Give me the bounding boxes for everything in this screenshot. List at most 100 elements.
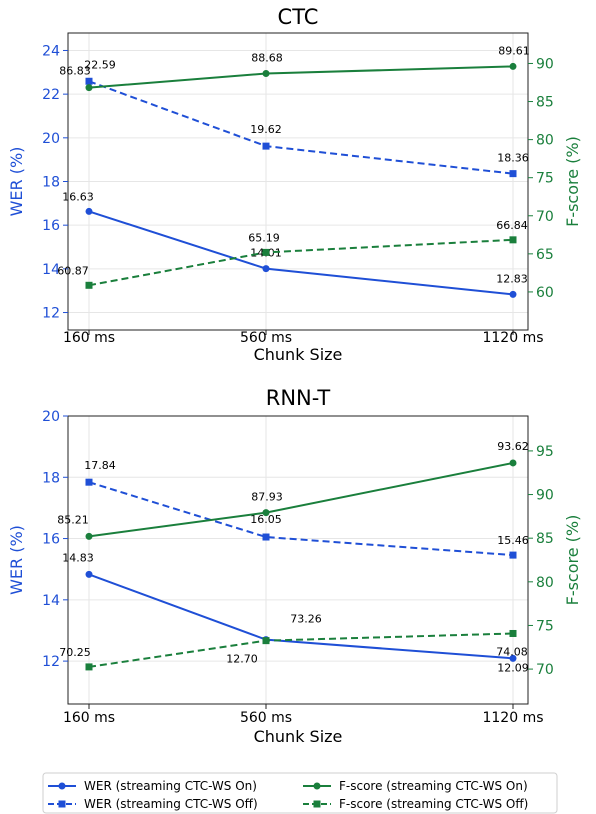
- x-tick-label: 1120 ms: [482, 330, 543, 346]
- y-right-tick-label: 95: [536, 444, 554, 460]
- data-label: 14.83: [62, 551, 94, 564]
- data-point: [85, 77, 93, 85]
- data-point: [509, 459, 517, 467]
- y-right-axis-label: F-score (%): [563, 515, 582, 606]
- plot-frame: [67, 415, 529, 705]
- data-label: 74.08: [496, 645, 528, 658]
- legend: WER (streaming CTC-WS On) F-score (stream…: [42, 772, 558, 814]
- legend-label: WER (streaming CTC-WS On): [84, 779, 257, 793]
- data-point: [85, 281, 93, 289]
- y-right-tick-label: 75: [536, 171, 554, 187]
- legend-marker: [58, 800, 66, 808]
- y-left-tick-label: 16: [42, 532, 60, 548]
- series-line-wer-streaming-ctc-ws-off: [88, 481, 514, 557]
- y-left-tick-label: 18: [42, 470, 60, 486]
- y-left-tick-label: 14: [42, 262, 60, 278]
- series-line-wer-streaming-ctc-ws-off: [88, 80, 514, 175]
- y-right-tick-label: 70: [536, 662, 554, 678]
- data-label: 73.26: [290, 613, 322, 626]
- legend-label: WER (streaming CTC-WS Off): [84, 797, 258, 811]
- data-label: 12.83: [496, 272, 528, 285]
- series-line-f-score-streaming-ctc-ws-on: [88, 65, 514, 89]
- y-right-tick-label: 60: [536, 285, 554, 301]
- data-point: [509, 629, 517, 637]
- legend-marker: [58, 782, 66, 790]
- x-tick-label: 560 ms: [240, 710, 292, 726]
- data-point: [509, 62, 517, 70]
- data-point: [85, 84, 93, 92]
- y-right-tick-label: 85: [536, 531, 554, 547]
- data-point: [85, 478, 93, 486]
- y-left-tick-label: 22: [42, 87, 60, 103]
- x-tick-label: 560 ms: [240, 330, 292, 346]
- data-point: [262, 637, 270, 645]
- data-label: 85.21: [57, 513, 89, 526]
- data-label: 16.05: [250, 513, 282, 526]
- y-left-tick-label: 20: [42, 131, 60, 147]
- legend-marker: [313, 800, 321, 808]
- series-line-f-score-streaming-ctc-ws-on: [88, 461, 514, 538]
- y-right-tick-label: 65: [536, 247, 554, 263]
- data-label: 88.68: [251, 52, 283, 65]
- data-point: [262, 509, 270, 517]
- x-tick-label: 160 ms: [63, 330, 115, 346]
- data-point: [262, 70, 270, 78]
- y-right-tick-label: 75: [536, 618, 554, 634]
- y-left-tick-label: 16: [42, 218, 60, 234]
- series-line-f-score-streaming-ctc-ws-off: [88, 238, 514, 287]
- data-point: [262, 248, 270, 256]
- data-label: 66.84: [496, 219, 528, 232]
- data-label: 89.61: [498, 44, 530, 57]
- data-point: [85, 532, 93, 540]
- chart-title: RNN-T: [266, 386, 331, 410]
- chart-title: CTC: [278, 5, 319, 29]
- data-point: [85, 663, 93, 671]
- data-label: 87.93: [251, 491, 283, 504]
- data-label: 18.36: [497, 152, 529, 165]
- y-right-tick-label: 85: [536, 95, 554, 111]
- y-right-tick-label: 70: [536, 209, 554, 225]
- y-left-tick-label: 12: [42, 306, 60, 322]
- x-axis-label: Chunk Size: [254, 345, 343, 364]
- data-label: 16.63: [62, 190, 94, 203]
- y-right-tick-label: 80: [536, 133, 554, 149]
- data-point: [262, 265, 270, 273]
- data-label: 86.83: [59, 65, 91, 78]
- legend-label: F-score (streaming CTC-WS On): [339, 779, 528, 793]
- data-label: 15.46: [497, 534, 529, 547]
- data-label: 17.84: [84, 459, 116, 472]
- series-line-wer-streaming-ctc-ws-on: [88, 210, 514, 296]
- data-point: [509, 236, 517, 244]
- data-point: [509, 290, 517, 298]
- data-label: 19.62: [250, 123, 282, 136]
- y-left-axis-label: WER (%): [7, 525, 26, 595]
- legend-marker: [313, 782, 321, 790]
- y-left-tick-label: 14: [42, 593, 60, 609]
- chart-panel-rnn-t: RNN-T 160 ms 560 ms 1120 ms Chunk Size 12 14 16…: [7, 386, 582, 746]
- series-line-f-score-streaming-ctc-ws-off: [88, 632, 514, 668]
- data-label: 22.59: [84, 58, 116, 71]
- y-left-tick-label: 24: [42, 43, 60, 59]
- x-axis-label: Chunk Size: [254, 727, 343, 746]
- x-tick-label: 1120 ms: [482, 710, 543, 726]
- data-point: [85, 570, 93, 578]
- legend-box: [42, 772, 558, 814]
- y-right-tick-label: 90: [536, 56, 554, 72]
- legend-label: F-score (streaming CTC-WS Off): [339, 797, 528, 811]
- x-tick-label: 160 ms: [63, 710, 115, 726]
- data-label: 93.62: [497, 440, 529, 453]
- data-point: [85, 207, 93, 215]
- data-point: [262, 533, 270, 541]
- y-left-axis-label: WER (%): [7, 147, 26, 217]
- data-point: [509, 170, 517, 178]
- data-label: 12.70: [226, 653, 258, 666]
- y-right-axis-label: F-score (%): [563, 136, 582, 227]
- data-point: [509, 551, 517, 559]
- data-label: 60.87: [57, 264, 89, 277]
- chart-panel-ctc: CTC 160 ms 560 ms 1120 ms Chunk Size 12 14 16 18…: [7, 5, 582, 364]
- y-left-tick-label: 20: [42, 409, 60, 425]
- y-right-tick-label: 80: [536, 575, 554, 591]
- data-label: 65.19: [248, 231, 280, 244]
- data-label: 12.09: [497, 661, 529, 674]
